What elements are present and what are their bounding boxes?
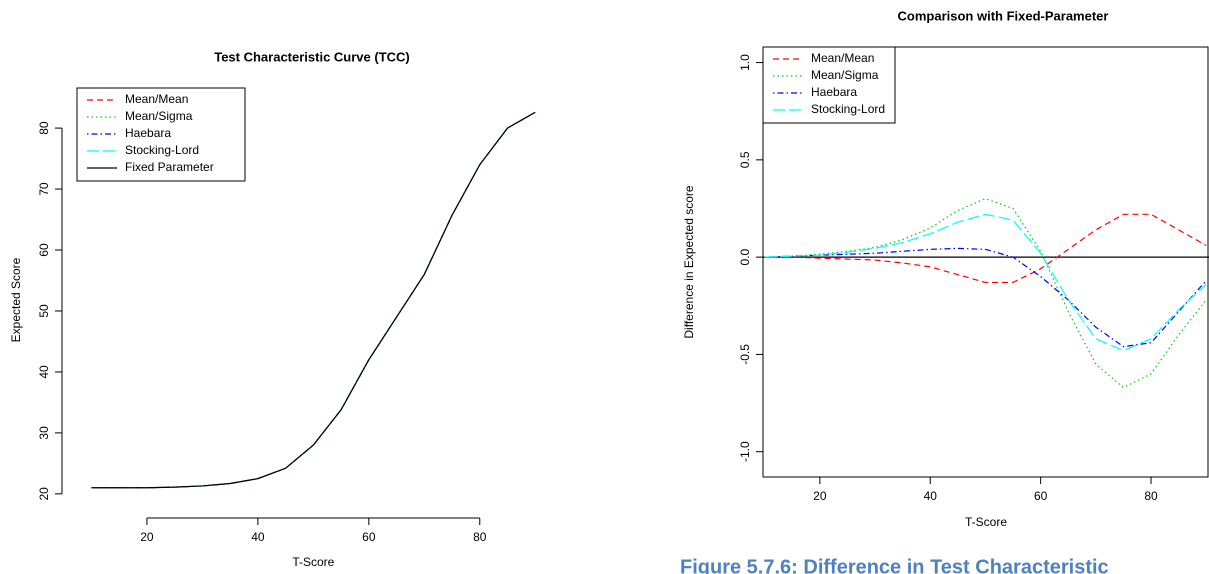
x-tick-label: 40 <box>251 530 265 544</box>
legend-label: Stocking-Lord <box>125 143 199 157</box>
data-line <box>764 213 1207 284</box>
y-axis-label: Expected Score <box>9 257 23 342</box>
legend-label: Mean/Mean <box>125 92 188 106</box>
y-tick-label: 80 <box>37 121 51 135</box>
caption: Figure 5.7.6: Difference in Test Charact… <box>680 556 1109 574</box>
x-axis-label: T-Score <box>965 515 1007 529</box>
y-tick-label: -1.0 <box>738 441 752 462</box>
data-line <box>91 111 536 489</box>
data-line <box>764 213 1207 352</box>
legend-label: Mean/Sigma <box>811 68 879 82</box>
data-line <box>764 247 1207 348</box>
y-tick-label: 0.0 <box>738 248 752 265</box>
y-tick-label: 50 <box>37 304 51 318</box>
legend-label: Stocking-Lord <box>811 102 885 116</box>
x-tick-label: 60 <box>362 530 376 544</box>
x-tick-label: 60 <box>1034 489 1048 503</box>
chart-title: Test Characteristic Curve (TCC) <box>214 49 410 64</box>
y-tick-label: 1.0 <box>738 54 752 71</box>
legend-label: Fixed Parameter <box>125 160 214 174</box>
y-tick-label: 0.5 <box>738 151 752 168</box>
x-tick-label: 80 <box>473 530 487 544</box>
plot-box <box>762 46 1209 478</box>
y-axis-label: Difference in Expected score <box>682 185 696 339</box>
y-tick-label: 30 <box>37 426 51 440</box>
x-tick-label: 40 <box>924 489 938 503</box>
x-tick-label: 20 <box>140 530 154 544</box>
legend-label: Haebara <box>811 85 857 99</box>
legend-label: Mean/Mean <box>811 51 874 65</box>
y-tick-label: 20 <box>37 487 51 501</box>
data-line <box>764 198 1207 389</box>
legend-label: Mean/Sigma <box>125 109 193 123</box>
x-axis-label: T-Score <box>292 555 334 569</box>
chart-title: Comparison with Fixed-Parameter <box>898 8 1109 23</box>
x-tick-label: 80 <box>1144 489 1158 503</box>
x-tick-label: 20 <box>813 489 827 503</box>
y-tick-label: -0.5 <box>738 344 752 365</box>
y-tick-label: 70 <box>37 182 51 196</box>
legend-label: Haebara <box>125 126 171 140</box>
y-tick-label: 60 <box>37 243 51 257</box>
y-tick-label: 40 <box>37 365 51 379</box>
